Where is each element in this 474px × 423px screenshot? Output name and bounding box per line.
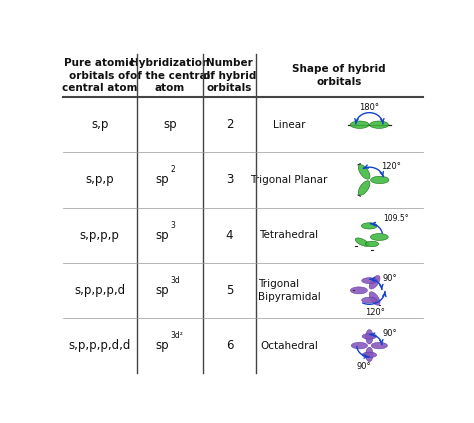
- Text: Hybridization
of the central
atom: Hybridization of the central atom: [130, 58, 210, 93]
- Text: 109.5°: 109.5°: [383, 214, 409, 223]
- Text: 3d: 3d: [170, 276, 180, 285]
- Text: 3: 3: [226, 173, 233, 187]
- Text: 120°: 120°: [365, 308, 384, 318]
- Text: sp: sp: [155, 339, 169, 352]
- Text: s,p,p,p,d,d: s,p,p,p,d,d: [69, 339, 131, 352]
- Ellipse shape: [370, 233, 388, 241]
- Text: 180°: 180°: [359, 103, 379, 112]
- Ellipse shape: [358, 165, 370, 179]
- Ellipse shape: [370, 121, 389, 129]
- Text: 5: 5: [226, 284, 233, 297]
- Text: s,p: s,p: [91, 118, 109, 131]
- Text: s,p,p,p: s,p,p,p: [80, 229, 120, 242]
- Text: s,p,p: s,p,p: [85, 173, 114, 187]
- Text: sp: sp: [155, 284, 169, 297]
- Text: s,p,p,p,d: s,p,p,p,d: [74, 284, 126, 297]
- Text: 90°: 90°: [383, 329, 397, 338]
- Text: 120°: 120°: [381, 162, 401, 170]
- Ellipse shape: [362, 297, 377, 303]
- Ellipse shape: [369, 292, 380, 305]
- Ellipse shape: [362, 352, 377, 357]
- Text: Octahedral: Octahedral: [260, 341, 318, 351]
- Text: 90°: 90°: [383, 274, 397, 283]
- Text: 3d²: 3d²: [170, 331, 183, 340]
- Text: sp: sp: [155, 173, 169, 187]
- Text: Number
of hybrid
orbitals: Number of hybrid orbitals: [203, 58, 256, 93]
- Ellipse shape: [358, 181, 370, 195]
- Text: sp: sp: [155, 229, 169, 242]
- Ellipse shape: [350, 121, 369, 129]
- Text: Shape of hybrid
orbitals: Shape of hybrid orbitals: [292, 64, 386, 87]
- Ellipse shape: [371, 176, 389, 184]
- Ellipse shape: [366, 347, 373, 362]
- Text: 6: 6: [226, 339, 233, 352]
- Text: Trigonal Planar: Trigonal Planar: [250, 175, 328, 185]
- Ellipse shape: [366, 330, 373, 344]
- Ellipse shape: [371, 342, 387, 349]
- Text: Linear: Linear: [273, 120, 305, 130]
- Ellipse shape: [369, 275, 380, 289]
- Ellipse shape: [350, 287, 367, 294]
- Ellipse shape: [362, 334, 377, 339]
- Ellipse shape: [351, 342, 367, 349]
- Text: sp: sp: [163, 118, 177, 131]
- Text: Pure atomic
orbitals of
central atom: Pure atomic orbitals of central atom: [62, 58, 137, 93]
- Text: 2: 2: [226, 118, 233, 131]
- Text: 90°: 90°: [357, 363, 372, 371]
- Ellipse shape: [356, 238, 369, 246]
- Text: 4: 4: [226, 229, 233, 242]
- Ellipse shape: [362, 277, 377, 283]
- Text: Trigonal
Bipyramidal: Trigonal Bipyramidal: [258, 279, 320, 302]
- Text: 2: 2: [170, 165, 175, 174]
- Ellipse shape: [361, 223, 377, 229]
- Ellipse shape: [365, 241, 379, 247]
- Text: Tetrahedral: Tetrahedral: [259, 230, 319, 240]
- Text: 3: 3: [170, 221, 175, 230]
